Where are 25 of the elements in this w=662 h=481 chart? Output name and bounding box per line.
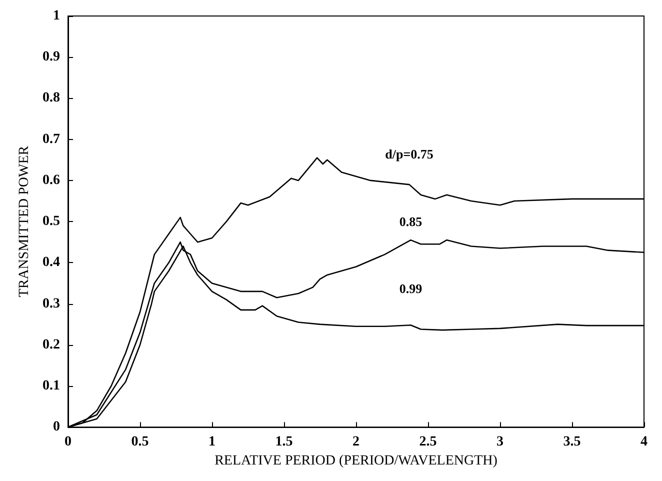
x-axis-title: RELATIVE PERIOD (PERIOD/WAVELENGTH): [214, 454, 498, 468]
y-tick-label: 0.6: [42, 172, 60, 188]
x-tick-label: 2.5: [419, 434, 437, 450]
x-tick-label: 0: [64, 434, 72, 450]
y-tick-label: 0: [53, 420, 60, 435]
y-tick-label: 0.7: [42, 132, 60, 147]
series-label: 0.85: [399, 214, 423, 230]
x-tick-label: 4: [640, 434, 648, 450]
x-tick-label: 0.5: [131, 434, 149, 450]
y-tick-label: 0.3: [42, 296, 60, 312]
x-tick-label: 3: [496, 434, 504, 450]
y-axis-title: TRANSMITTED POWER: [17, 145, 32, 298]
text: 0.99: [399, 281, 423, 296]
y-tick-label: 0.8: [42, 90, 60, 106]
y-tick-label: 0.9: [42, 50, 60, 65]
series-label: d/p=0.75: [385, 146, 434, 162]
x-tick-label: 2: [352, 434, 360, 450]
y-tick-label: 0.5: [42, 214, 60, 230]
y-tick-label: 0.1: [42, 378, 60, 394]
x-tick-label: 1.5: [275, 434, 293, 450]
y-tick-label: 0.4: [42, 255, 60, 270]
y-tick-label: 1: [53, 8, 60, 24]
x-tick-label: 1: [208, 434, 216, 450]
x-tick-label: 3.5: [563, 434, 581, 450]
y-tick-label: 0.2: [42, 337, 60, 352]
